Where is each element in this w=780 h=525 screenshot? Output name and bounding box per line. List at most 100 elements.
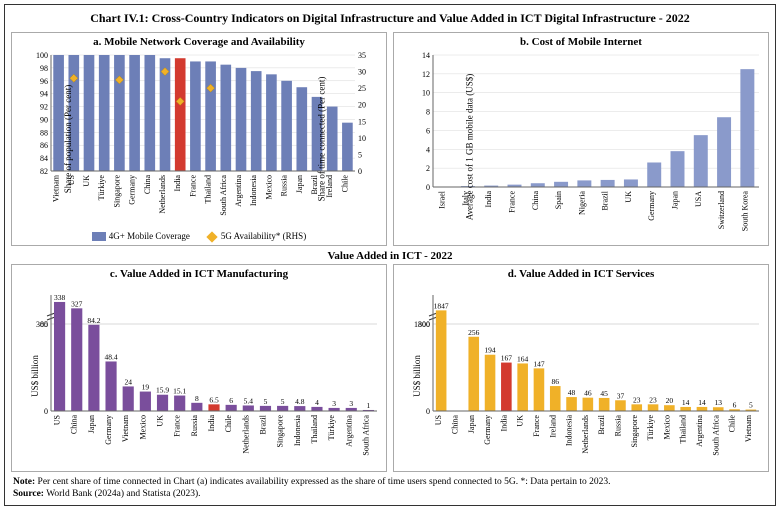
svg-text:84.2: 84.2 bbox=[87, 316, 100, 325]
svg-text:Chile: Chile bbox=[224, 415, 233, 433]
svg-text:48.4: 48.4 bbox=[104, 352, 117, 361]
svg-text:India: India bbox=[484, 191, 493, 208]
svg-text:6: 6 bbox=[733, 400, 737, 409]
svg-text:147: 147 bbox=[533, 359, 545, 368]
svg-text:23: 23 bbox=[633, 395, 641, 404]
svg-text:90: 90 bbox=[40, 115, 48, 124]
svg-text:Indonesia: Indonesia bbox=[565, 415, 574, 447]
svg-text:Chile: Chile bbox=[340, 175, 349, 193]
svg-text:Thailand: Thailand bbox=[310, 415, 319, 443]
svg-text:Germany: Germany bbox=[104, 415, 113, 445]
svg-text:25: 25 bbox=[358, 84, 366, 93]
panel-a-legend: 4G+ Mobile Coverage 5G Availability* (RH… bbox=[12, 229, 386, 243]
svg-text:Switzerland: Switzerland bbox=[717, 191, 726, 229]
svg-text:338: 338 bbox=[54, 293, 66, 302]
svg-text:South Africa: South Africa bbox=[219, 175, 228, 216]
svg-text:20: 20 bbox=[666, 396, 674, 405]
svg-text:4: 4 bbox=[426, 145, 430, 154]
svg-text:1800: 1800 bbox=[414, 320, 430, 329]
svg-text:Germany: Germany bbox=[128, 175, 137, 205]
svg-text:14: 14 bbox=[422, 51, 430, 60]
svg-text:Türkiye: Türkiye bbox=[646, 415, 655, 441]
chart-frame: Chart IV.1: Cross-Country Indicators on … bbox=[4, 4, 776, 506]
svg-text:Indonesia: Indonesia bbox=[293, 415, 302, 447]
svg-text:15.1: 15.1 bbox=[173, 387, 186, 396]
section-label: Value Added in ICT - 2022 bbox=[11, 250, 769, 262]
svg-text:256: 256 bbox=[468, 328, 480, 337]
svg-text:12: 12 bbox=[422, 70, 430, 79]
svg-text:5: 5 bbox=[281, 397, 285, 406]
svg-text:France: France bbox=[508, 191, 517, 213]
svg-text:6: 6 bbox=[426, 126, 430, 135]
svg-text:France: France bbox=[188, 175, 197, 197]
svg-text:14: 14 bbox=[698, 398, 706, 407]
svg-text:6.5: 6.5 bbox=[209, 395, 219, 404]
svg-text:Türkiye: Türkiye bbox=[327, 415, 336, 441]
note-prefix: Note: bbox=[13, 477, 35, 487]
svg-text:23: 23 bbox=[649, 395, 657, 404]
svg-text:1847: 1847 bbox=[434, 301, 449, 310]
svg-text:19: 19 bbox=[142, 383, 150, 392]
svg-text:4.8: 4.8 bbox=[295, 397, 305, 406]
svg-text:45: 45 bbox=[600, 389, 608, 398]
svg-text:35: 35 bbox=[358, 51, 366, 60]
svg-text:Mexico: Mexico bbox=[264, 175, 273, 199]
svg-text:37: 37 bbox=[617, 391, 625, 400]
svg-text:15.9: 15.9 bbox=[156, 386, 169, 395]
svg-text:92: 92 bbox=[40, 103, 48, 112]
svg-text:Germany: Germany bbox=[483, 415, 492, 445]
svg-text:96: 96 bbox=[40, 77, 48, 86]
svg-text:3: 3 bbox=[332, 399, 336, 408]
svg-text:Israel: Israel bbox=[438, 190, 447, 209]
svg-text:Singapore: Singapore bbox=[276, 415, 285, 448]
svg-text:5: 5 bbox=[749, 401, 753, 410]
svg-text:2: 2 bbox=[426, 164, 430, 173]
svg-text:300: 300 bbox=[36, 320, 48, 329]
svg-text:8: 8 bbox=[426, 108, 430, 117]
svg-text:Ireland: Ireland bbox=[548, 415, 557, 438]
legend-5g: 5G Availability* (RHS) bbox=[221, 231, 306, 241]
svg-text:Ireland: Ireland bbox=[325, 175, 334, 198]
panel-d: d. Value Added in ICT Services US$ billi… bbox=[393, 264, 769, 472]
svg-text:Singapore: Singapore bbox=[630, 415, 639, 448]
svg-text:US: US bbox=[434, 415, 443, 425]
svg-text:5: 5 bbox=[358, 150, 362, 159]
legend-4g: 4G+ Mobile Coverage bbox=[109, 231, 190, 241]
svg-text:0: 0 bbox=[44, 407, 48, 416]
svg-text:88: 88 bbox=[40, 128, 48, 137]
source-text: World Bank (2024a) and Statista (2023). bbox=[46, 489, 200, 499]
panel-a: a. Mobile Network Coverage and Availabil… bbox=[11, 32, 387, 246]
svg-text:South Africa: South Africa bbox=[711, 415, 720, 456]
svg-text:France: France bbox=[173, 415, 182, 437]
svg-text:Vietnam: Vietnam bbox=[744, 414, 753, 442]
svg-text:Germany: Germany bbox=[647, 191, 656, 221]
svg-text:Mexico: Mexico bbox=[138, 415, 147, 439]
panel-b: b. Cost of Mobile Internet Average cost … bbox=[393, 32, 769, 246]
svg-text:86: 86 bbox=[552, 377, 560, 386]
panel-b-title: b. Cost of Mobile Internet bbox=[394, 33, 768, 49]
svg-text:Vietnam: Vietnam bbox=[121, 414, 130, 442]
panel-d-title: d. Value Added in ICT Services bbox=[394, 265, 768, 281]
svg-text:15: 15 bbox=[358, 117, 366, 126]
svg-text:Japan: Japan bbox=[671, 191, 680, 209]
source-prefix: Source: bbox=[13, 489, 44, 499]
svg-text:Nigeria: Nigeria bbox=[577, 191, 586, 215]
svg-text:5.4: 5.4 bbox=[244, 396, 254, 405]
svg-text:Japan: Japan bbox=[87, 415, 96, 433]
svg-text:Japan: Japan bbox=[467, 415, 476, 433]
panel-a-ylabel-left: Share of population (Per cent) bbox=[63, 85, 73, 193]
svg-text:China: China bbox=[143, 175, 152, 195]
svg-text:4: 4 bbox=[315, 398, 319, 407]
svg-text:82: 82 bbox=[40, 167, 48, 176]
svg-text:India: India bbox=[207, 415, 216, 432]
svg-text:94: 94 bbox=[40, 90, 48, 99]
svg-text:France: France bbox=[532, 415, 541, 437]
svg-text:China: China bbox=[70, 415, 79, 435]
svg-text:86: 86 bbox=[40, 141, 48, 150]
svg-text:Indonesia: Indonesia bbox=[249, 175, 258, 207]
svg-text:Brazil: Brazil bbox=[601, 190, 610, 210]
svg-text:UK: UK bbox=[156, 415, 165, 427]
svg-text:India: India bbox=[499, 415, 508, 432]
svg-text:100: 100 bbox=[36, 51, 48, 60]
svg-text:Vietnam: Vietnam bbox=[52, 174, 61, 202]
